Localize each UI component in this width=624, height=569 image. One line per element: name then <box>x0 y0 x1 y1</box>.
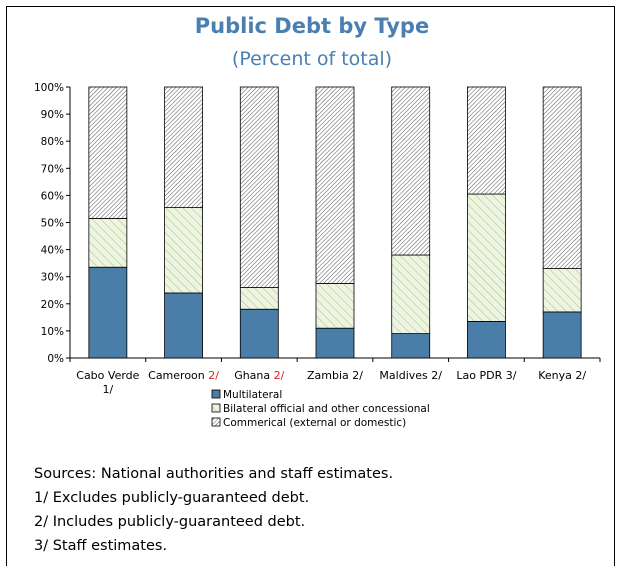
chart-frame <box>6 6 615 566</box>
bar-bilateral <box>391 254 431 335</box>
bar-commercial <box>391 86 431 256</box>
x-category-label: Kenya 2/ <box>538 369 586 382</box>
legend-label-bilateral: Bilateral official and other concessiona… <box>223 403 430 415</box>
bar-multilateral <box>467 321 506 359</box>
x-category-name: Kenya <box>538 369 575 382</box>
y-tick-label: 40% <box>41 245 64 257</box>
x-category-note: 2/ <box>575 369 586 382</box>
x-category-name: Zambia <box>307 369 352 382</box>
x-category-name: Ghana <box>234 369 273 382</box>
x-category-note: 1/ <box>102 383 113 396</box>
legend-swatch-bilateral <box>211 403 221 413</box>
legend-label-multilateral: Multilateral <box>223 389 282 401</box>
bars <box>88 86 582 359</box>
note-2: 2/ Includes publicly-guaranteed debt. <box>34 514 306 530</box>
y-tick-label: 0% <box>47 353 64 365</box>
chart-subtitle: (Percent of total) <box>231 48 393 70</box>
bar-commercial <box>467 86 506 195</box>
legend-swatch-multilateral <box>211 389 221 399</box>
bar-multilateral <box>542 311 582 359</box>
x-category-note: 2/ <box>274 369 285 382</box>
x-category-name: Cameroon <box>148 369 208 382</box>
y-tick-label: 60% <box>41 190 64 202</box>
x-category-label: Cameroon 2/ <box>148 369 219 382</box>
note-1: 1/ Excludes publicly-guaranteed debt. <box>34 490 310 506</box>
y-tick-label: 100% <box>34 82 64 94</box>
bar-commercial <box>164 86 203 208</box>
y-tick-label: 30% <box>41 272 64 284</box>
x-category-label: Cabo Verde <box>76 369 139 382</box>
bar-commercial <box>239 86 279 288</box>
bar-bilateral <box>542 268 582 313</box>
x-category-name: Lao PDR <box>456 369 505 382</box>
note-sources: Sources: National authorities and staff … <box>34 466 394 482</box>
bar-commercial <box>315 86 355 284</box>
bar-commercial <box>542 86 582 269</box>
bar-bilateral <box>315 283 355 329</box>
bar-bilateral <box>164 207 203 294</box>
note-3: 3/ Staff estimates. <box>34 538 168 554</box>
x-category-note: 2/ <box>431 369 442 382</box>
x-category-label: Maldives 2/ <box>379 369 442 382</box>
bar-multilateral <box>315 327 355 359</box>
y-tick-label: 20% <box>41 299 64 311</box>
bar-commercial <box>88 86 128 219</box>
axes: 0% 10% 20% 30% 40% 50% 60% 70% 80% 90% 100% <box>34 82 601 365</box>
bar-multilateral <box>239 308 279 359</box>
y-tick-label: 90% <box>41 109 64 121</box>
chart-title: Public Debt by Type <box>194 14 430 38</box>
bar-multilateral <box>391 333 431 359</box>
x-category-note: 2/ <box>208 369 219 382</box>
bar-bilateral <box>467 193 506 322</box>
y-tick-label: 50% <box>41 218 64 230</box>
stacked-bar-chart: 0% 10% 20% 30% 40% 50% 60% 70% 80% 90% 100% Cabo V… <box>34 82 601 429</box>
bar-bilateral <box>88 218 128 268</box>
source-notes: Sources: National authorities and staff … <box>34 462 393 558</box>
legend-swatch-commercial <box>211 417 221 427</box>
x-category-label: Zambia 2/ <box>307 369 363 382</box>
x-category-note: 3/ <box>506 369 517 382</box>
x-category-name: Maldives <box>379 369 431 382</box>
bar-bilateral <box>239 287 279 310</box>
bar-multilateral <box>88 266 128 359</box>
legend-label-commercial: Commerical (external or domestic) <box>223 417 406 429</box>
y-tick-label: 80% <box>41 136 64 148</box>
legend: Multilateral Bilateral official and other… <box>211 389 430 429</box>
bar-multilateral <box>164 292 203 359</box>
x-category-label: Lao PDR 3/ <box>456 369 516 382</box>
x-category-note: 2/ <box>352 369 363 382</box>
x-category-label: Ghana 2/ <box>234 369 284 382</box>
y-tick-label: 70% <box>41 163 64 175</box>
y-tick-label: 10% <box>41 326 64 338</box>
